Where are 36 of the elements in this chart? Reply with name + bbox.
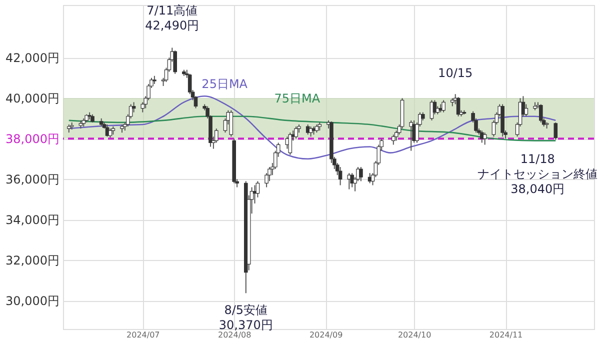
y-tick-label: 36,000円: [6, 172, 60, 187]
candlestick: [173, 50, 177, 74]
y-tick-label: 32,000円: [6, 254, 60, 268]
series-label: 25日MA: [202, 77, 248, 92]
y-tick-label: 42,000円: [6, 51, 60, 66]
annotation: 7/11高値 42,490円: [145, 4, 200, 33]
y-tick-label: 34,000円: [6, 213, 60, 228]
candlestick: [308, 126, 313, 138]
candlestick: [442, 100, 446, 113]
y-tick-label: 40,000円: [6, 92, 60, 106]
x-tick-label: 2024/08: [218, 330, 252, 340]
candlestick: [338, 166, 342, 186]
candlestick: [108, 128, 112, 138]
annotation: 10/15: [438, 66, 473, 80]
candlestick: [482, 132, 487, 146]
candlestick: [350, 172, 354, 188]
candlestick: [288, 132, 292, 156]
candlestick: [524, 104, 528, 117]
x-tick-label: 2024/11: [489, 330, 523, 340]
y-tick-label: 38,000円: [6, 132, 60, 146]
candlestick: [132, 102, 136, 113]
candlestick: [539, 104, 543, 123]
candlestick: [409, 120, 413, 152]
candlestick: [359, 166, 363, 182]
candlestick: [554, 122, 558, 140]
x-tick-label: 2024/07: [126, 330, 160, 340]
candlestick: [392, 134, 396, 146]
x-tick-label: 2024/09: [309, 330, 343, 340]
annotation: 11/18 ナイトセッション終値 38,040円: [478, 152, 598, 196]
y-tick-label: 30,000円: [6, 294, 60, 308]
candlestick: [294, 126, 298, 140]
x-tick-label: 2024/10: [398, 330, 432, 340]
annotation: 8/5安値 30,370円: [218, 303, 273, 332]
series-label: 75日MA: [274, 91, 321, 106]
candlestick: [306, 124, 310, 136]
candlestick: [229, 110, 234, 138]
